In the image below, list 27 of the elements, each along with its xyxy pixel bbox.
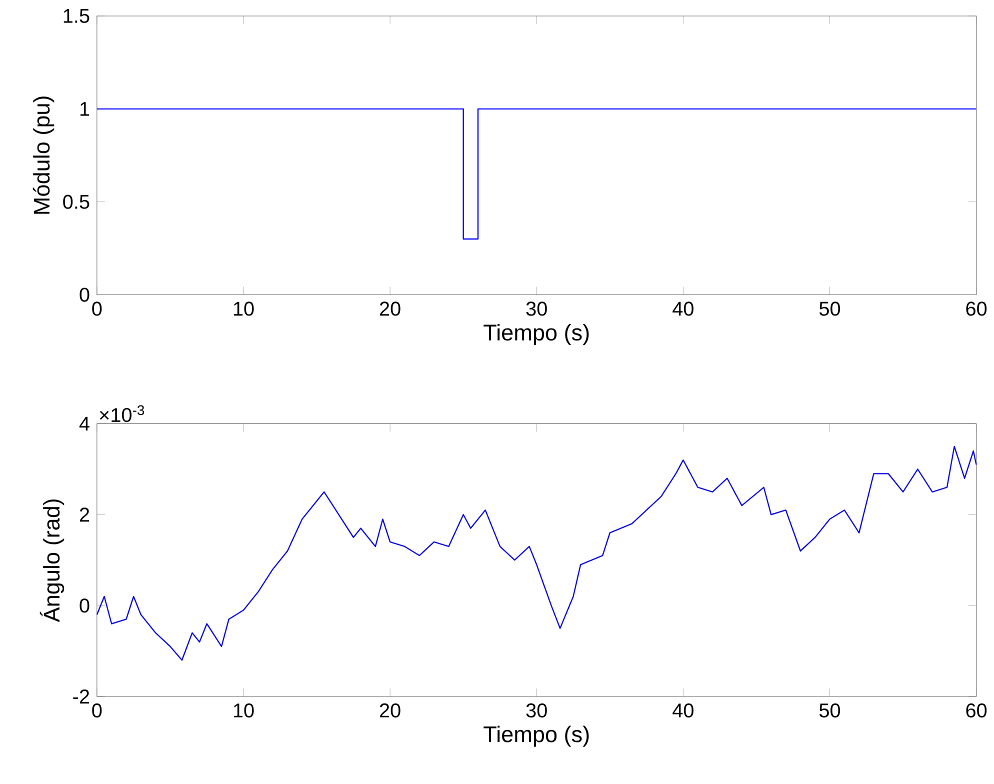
y-tick-label: 1.5 — [64, 8, 90, 23]
y-tick-label: 0 — [80, 288, 90, 302]
x-tick-label: 40 — [672, 703, 694, 718]
y-tick-label: -2 — [73, 689, 90, 704]
y-axis-title: Módulo (pu) — [32, 96, 54, 214]
x-tick-label: 60 — [966, 703, 987, 718]
x-tick-label: 0 — [92, 703, 102, 718]
x-axis-title: Tiempo (s) — [484, 324, 589, 345]
x-tick-label: 50 — [819, 703, 840, 718]
x-tick-label: 50 — [819, 301, 840, 316]
x-tick-label: 40 — [672, 301, 694, 316]
x-tick-label: 20 — [380, 703, 400, 718]
y-axis-title: Ángulo (rad) — [40, 499, 64, 622]
y-tick-label: 1 — [80, 102, 90, 116]
x-tick-label: 10 — [234, 301, 254, 316]
text: ×10$^{-3}$ — [100, 405, 144, 422]
y-tick-label: 4 — [79, 416, 90, 430]
x-tick-label: 20 — [380, 301, 400, 316]
x-tick-label: 30 — [526, 703, 547, 718]
x-axis-title: Tiempo (s) — [484, 726, 589, 747]
y-tick-label: 0.5 — [63, 194, 90, 209]
x-tick-label: 10 — [234, 703, 254, 718]
x-tick-label: 30 — [526, 301, 547, 316]
y-tick-label: 0 — [80, 598, 90, 612]
x-tick-label: 0 — [92, 301, 102, 316]
y-tick-label: 2 — [80, 507, 90, 522]
x-tick-label: 60 — [966, 301, 987, 316]
